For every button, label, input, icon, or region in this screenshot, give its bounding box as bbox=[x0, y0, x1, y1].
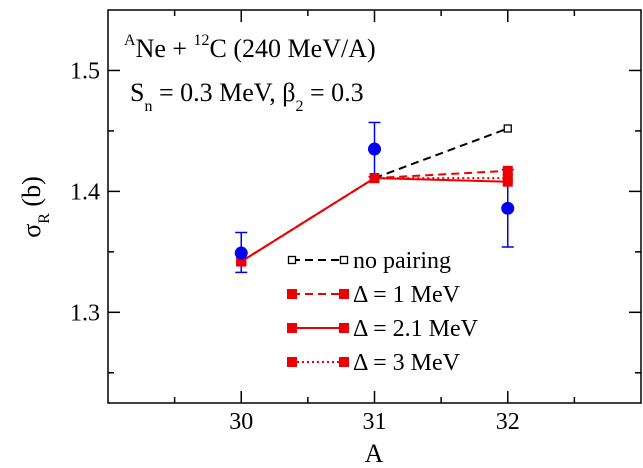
data-point bbox=[501, 201, 515, 215]
legend-marker bbox=[339, 357, 349, 367]
legend-label: Δ = 3 MeV bbox=[353, 350, 461, 376]
annotation-line1: ANe + 12C (240 MeV/A) bbox=[124, 32, 376, 63]
annotation-line2: Sn = 0.3 MeV, β2 = 0.3 bbox=[130, 78, 364, 115]
y-axis-label: σR (b) bbox=[17, 176, 53, 238]
legend-marker bbox=[287, 357, 297, 367]
x-tick-label: 31 bbox=[363, 409, 387, 435]
plot-frame bbox=[107, 9, 642, 404]
x-tick-label: 32 bbox=[496, 409, 520, 435]
series-line bbox=[374, 127, 509, 180]
data-layer bbox=[234, 121, 515, 274]
axis-ticks: 30 31 32 1.3 1.4 1.5 bbox=[70, 10, 641, 435]
legend-label: no pairing bbox=[353, 248, 451, 274]
y-tick-label: 1.5 bbox=[70, 58, 100, 84]
x-axis-label: A bbox=[365, 439, 384, 468]
legend-marker bbox=[339, 323, 349, 333]
legend: no pairing Δ = 1 MeV Δ = 2.1 MeV Δ = 3 MeV bbox=[287, 248, 479, 376]
x-tick-label: 30 bbox=[229, 409, 253, 435]
legend-marker bbox=[287, 323, 297, 333]
legend-marker bbox=[287, 289, 297, 299]
y-tick-label: 1.3 bbox=[70, 300, 100, 326]
legend-marker bbox=[287, 255, 297, 265]
series-marker bbox=[369, 173, 380, 184]
legend-label: Δ = 1 MeV bbox=[353, 282, 461, 308]
data-point bbox=[368, 142, 381, 156]
legend-marker bbox=[339, 255, 349, 265]
legend-label: Δ = 2.1 MeV bbox=[353, 316, 479, 342]
data-point bbox=[234, 246, 248, 260]
y-tick-label: 1.4 bbox=[70, 179, 100, 205]
series-line bbox=[240, 177, 508, 263]
series-marker bbox=[502, 173, 513, 184]
series-marker bbox=[503, 124, 512, 133]
legend-marker bbox=[339, 289, 349, 299]
